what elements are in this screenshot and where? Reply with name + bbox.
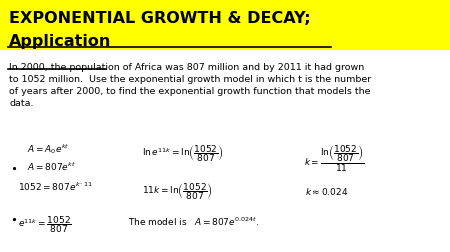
Text: $\bullet$: $\bullet$	[10, 163, 17, 173]
Text: The model is   $A = 807e^{0.024t}$.: The model is $A = 807e^{0.024t}$.	[128, 215, 260, 227]
Text: $e^{11k} = \dfrac{1052}{807}$: $e^{11k} = \dfrac{1052}{807}$	[18, 213, 72, 234]
Text: Application: Application	[9, 34, 112, 49]
Text: $k \approx 0.024$: $k \approx 0.024$	[305, 185, 349, 196]
Text: $11k = \ln\!\left(\dfrac{1052}{807}\right)$: $11k = \ln\!\left(\dfrac{1052}{807}\righ…	[142, 180, 213, 201]
Text: EXPONENTIAL GROWTH & DECAY;: EXPONENTIAL GROWTH & DECAY;	[9, 11, 310, 26]
Text: $\ln e^{11k} = \ln\!\left(\dfrac{1052}{807}\right)$: $\ln e^{11k} = \ln\!\left(\dfrac{1052}{8…	[142, 142, 224, 163]
Text: In 2000, the population of Africa was 807 million and by 2011 it had grown
to 10: In 2000, the population of Africa was 80…	[9, 63, 371, 107]
Text: $\bullet$: $\bullet$	[10, 213, 17, 223]
Text: $A = A_0 e^{kt}$: $A = A_0 e^{kt}$	[27, 141, 69, 155]
Text: $1052 = 807e^{k \cdot 11}$: $1052 = 807e^{k \cdot 11}$	[18, 180, 93, 193]
Text: $A = 807e^{kt}$: $A = 807e^{kt}$	[27, 160, 76, 172]
FancyBboxPatch shape	[0, 0, 450, 50]
Text: $k = \dfrac{\ln\!\left(\dfrac{1052}{807}\right)}{11}$: $k = \dfrac{\ln\!\left(\dfrac{1052}{807}…	[304, 142, 364, 173]
